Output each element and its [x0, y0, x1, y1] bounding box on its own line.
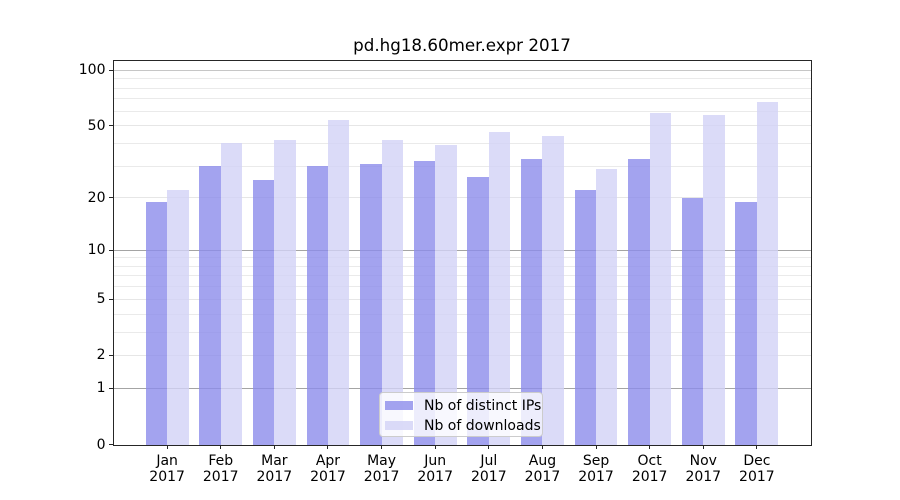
bar-nov-downloads	[703, 115, 725, 445]
bar-jan-downloads	[167, 190, 189, 445]
bar-jul-downloads	[488, 132, 511, 445]
chart-title: pd.hg18.60mer.expr 2017	[353, 34, 571, 55]
bar-mar-distinct-ips	[252, 180, 275, 445]
bar-dec-distinct-ips	[735, 201, 757, 445]
x-tick-feb	[220, 445, 222, 449]
gridline-minor-70	[113, 98, 811, 100]
legend-swatch-downloads	[385, 420, 413, 431]
x-tick-jul	[488, 445, 490, 449]
bar-aug-distinct-ips	[520, 158, 543, 445]
x-tick-sep	[595, 445, 597, 449]
x-tick-jun	[434, 445, 436, 449]
y-tick-label-5: 5	[96, 291, 106, 308]
x-tick-jan	[166, 445, 168, 449]
y-tick-label-100: 100	[78, 62, 106, 79]
legend-label-downloads: Nb of downloads	[424, 417, 541, 434]
y-tick-label-1: 1	[96, 380, 106, 397]
gridline-major-2	[113, 354, 811, 356]
gridline-major-50	[113, 125, 811, 127]
legend: Nb of distinct IPs Nb of downloads	[379, 392, 543, 437]
y-tick-10	[109, 249, 113, 251]
gridline-decade-10	[113, 249, 811, 251]
x-tick-label-dec: Dec 2017	[739, 452, 775, 486]
gridline-minor-3	[113, 331, 811, 333]
x-tick-label-apr: Apr 2017	[310, 452, 346, 486]
x-tick-label-mar: Mar 2017	[256, 452, 293, 486]
x-tick-label-jul: Jul 2017	[470, 452, 507, 486]
bar-sep-downloads	[596, 168, 618, 445]
x-tick-aug	[541, 445, 543, 449]
bar-jun-distinct-ips	[413, 161, 436, 445]
gridline-major-20	[113, 197, 811, 199]
plot-area	[112, 59, 812, 446]
y-tick-2	[109, 354, 113, 356]
bar-feb-distinct-ips	[199, 166, 221, 445]
y-tick-label-0: 0	[96, 436, 106, 453]
y-tick-0	[109, 444, 113, 445]
gridline-minor-40	[113, 142, 811, 144]
bar-feb-downloads	[220, 143, 243, 445]
bar-apr-distinct-ips	[306, 166, 328, 445]
gridline-major-5	[113, 298, 811, 300]
legend-item-distinct-ips: Nb of distinct IPs	[385, 398, 541, 414]
gridline-decade-top-100	[113, 69, 811, 71]
x-tick-label-aug: Aug 2017	[524, 452, 561, 486]
gridline-minor-4	[113, 313, 811, 315]
bar-may-downloads	[381, 139, 403, 445]
y-tick-label-20: 20	[87, 189, 106, 206]
gridline-minor-90	[113, 78, 811, 80]
bar-apr-downloads	[327, 119, 350, 445]
x-tick-label-nov: Nov 2017	[685, 452, 722, 486]
bar-sep-distinct-ips	[574, 190, 597, 445]
x-tick-nov	[702, 445, 704, 449]
x-tick-label-oct: Oct 2017	[631, 452, 668, 486]
bar-oct-distinct-ips	[628, 158, 650, 445]
bar-mar-downloads	[274, 139, 296, 445]
bar-may-distinct-ips	[360, 163, 382, 445]
gridline-minor-7	[113, 275, 811, 277]
y-tick-5	[109, 298, 113, 300]
gridline-minor-30	[113, 165, 811, 167]
x-tick-label-jun: Jun 2017	[417, 452, 453, 486]
x-tick-label-sep: Sep 2017	[578, 452, 614, 486]
legend-swatch-distinct-ips	[385, 400, 413, 411]
y-tick-label-50: 50	[87, 117, 106, 134]
bar-jan-distinct-ips	[145, 201, 168, 445]
legend-label-distinct-ips: Nb of distinct IPs	[424, 397, 542, 414]
y-tick-50	[109, 125, 113, 127]
bar-nov-distinct-ips	[681, 197, 704, 445]
bar-oct-downloads	[649, 112, 672, 445]
y-tick-1	[109, 387, 113, 389]
x-tick-dec	[756, 445, 758, 449]
legend-item-downloads: Nb of downloads	[385, 418, 541, 434]
y-tick-label-2: 2	[96, 347, 106, 364]
gridline-minor-8	[113, 265, 811, 267]
x-tick-apr	[327, 445, 329, 449]
gridline-minor-80	[113, 87, 811, 89]
gridline-minor-60	[113, 110, 811, 112]
gridline-decade-1	[113, 387, 811, 389]
x-tick-label-feb: Feb 2017	[202, 452, 239, 486]
y-tick-100	[109, 69, 113, 71]
y-tick-20	[109, 197, 113, 199]
gridline-minor-9	[113, 257, 811, 259]
bar-jun-downloads	[435, 145, 457, 445]
x-tick-label-may: May 2017	[363, 452, 400, 486]
x-tick-mar	[273, 445, 275, 449]
x-tick-oct	[649, 445, 651, 449]
y-tick-label-10: 10	[87, 242, 106, 259]
x-tick-label-jan: Jan 2017	[149, 452, 185, 486]
bar-dec-downloads	[756, 102, 779, 445]
gridline-minor-6	[113, 286, 811, 288]
x-tick-may	[381, 445, 383, 449]
bar-jul-distinct-ips	[467, 177, 489, 445]
bar-aug-downloads	[542, 135, 564, 445]
